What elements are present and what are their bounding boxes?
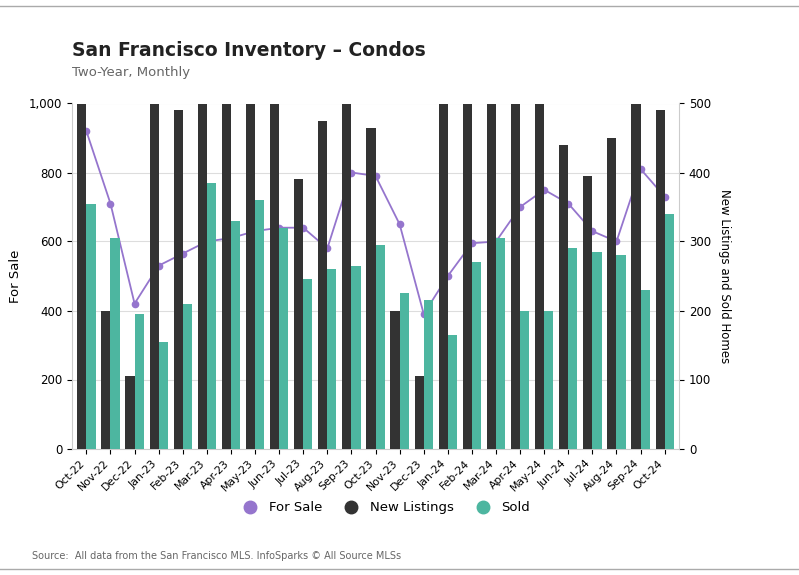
For Sale: [612, 238, 622, 245]
For Sale: [539, 186, 549, 193]
Y-axis label: New Listings and Sold Homes: New Listings and Sold Homes: [718, 189, 730, 363]
For Sale: [154, 262, 164, 269]
Bar: [439, 52, 447, 449]
Line: For Sale: For Sale: [83, 128, 668, 317]
For Sale: [299, 224, 308, 231]
For Sale: [419, 310, 428, 317]
Bar: [400, 293, 409, 448]
For Sale: [443, 273, 452, 279]
Bar: [294, 179, 304, 448]
For Sale: [129, 300, 139, 307]
For Sale: [491, 238, 501, 245]
Bar: [183, 304, 192, 448]
Bar: [110, 238, 120, 448]
For Sale: [515, 204, 525, 210]
Bar: [222, 97, 231, 448]
Bar: [665, 214, 674, 448]
For Sale: [636, 166, 646, 172]
For Sale: [371, 172, 380, 179]
Text: San Francisco Inventory – Condos: San Francisco Inventory – Condos: [72, 41, 426, 60]
For Sale: [105, 200, 115, 207]
For Sale: [395, 221, 404, 228]
Bar: [101, 310, 110, 448]
Bar: [376, 245, 384, 448]
Bar: [583, 176, 592, 448]
Bar: [415, 376, 423, 448]
Bar: [631, 0, 641, 448]
Bar: [617, 255, 626, 448]
Bar: [318, 121, 328, 449]
For Sale: [81, 128, 91, 135]
Bar: [207, 183, 216, 448]
Bar: [423, 300, 433, 448]
Bar: [352, 266, 360, 448]
Bar: [535, 0, 544, 448]
For Sale: [202, 238, 212, 245]
For Sale: [587, 228, 597, 235]
For Sale: [563, 200, 573, 207]
Bar: [134, 314, 144, 448]
Bar: [391, 310, 400, 448]
Bar: [270, 83, 279, 448]
Bar: [342, 0, 352, 448]
Text: Two-Year, Monthly: Two-Year, Monthly: [72, 66, 190, 79]
For Sale: [274, 224, 284, 231]
Bar: [655, 110, 665, 448]
Bar: [447, 335, 457, 448]
Bar: [86, 204, 96, 448]
Bar: [472, 262, 481, 448]
Legend: For Sale, New Listings, Sold: For Sale, New Listings, Sold: [232, 496, 535, 520]
Bar: [159, 342, 168, 449]
For Sale: [178, 250, 188, 257]
Text: Source:  All data from the San Francisco MLS. InfoSparks © All Source MLSs: Source: All data from the San Francisco …: [32, 551, 401, 561]
Bar: [520, 310, 529, 448]
Bar: [544, 310, 554, 448]
Bar: [568, 248, 578, 448]
Bar: [197, 55, 207, 448]
Bar: [304, 279, 312, 448]
Bar: [592, 252, 602, 448]
Bar: [559, 145, 568, 448]
Bar: [641, 290, 650, 448]
Bar: [367, 128, 376, 448]
For Sale: [323, 245, 332, 252]
For Sale: [660, 193, 670, 200]
For Sale: [467, 240, 477, 247]
For Sale: [347, 169, 356, 176]
Bar: [511, 7, 520, 448]
Bar: [78, 21, 86, 448]
Bar: [607, 138, 617, 448]
Bar: [328, 269, 336, 448]
Bar: [279, 228, 288, 448]
Y-axis label: For Sale: For Sale: [9, 250, 22, 302]
For Sale: [250, 228, 260, 235]
Bar: [231, 221, 240, 448]
Bar: [463, 38, 472, 448]
Bar: [149, 72, 159, 448]
Bar: [125, 376, 134, 448]
Bar: [173, 110, 183, 448]
Bar: [255, 200, 264, 448]
Bar: [246, 104, 255, 449]
Bar: [496, 238, 505, 448]
Bar: [487, 48, 496, 449]
For Sale: [226, 235, 236, 242]
